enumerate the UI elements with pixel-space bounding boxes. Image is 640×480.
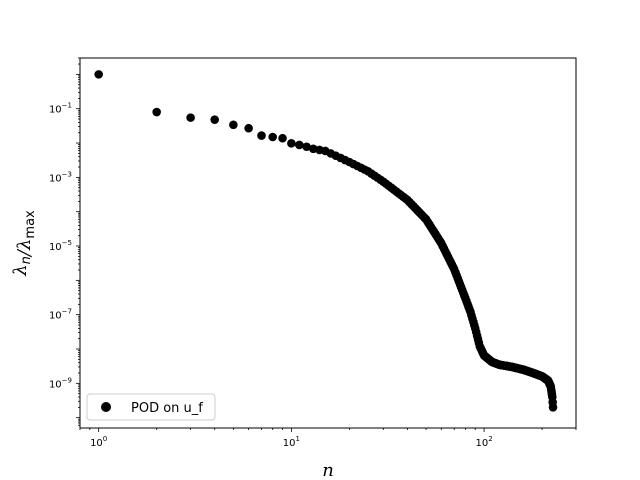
data-point — [210, 115, 219, 124]
data-point — [302, 142, 311, 152]
x-tick-label: 101 — [283, 435, 300, 449]
legend-marker — [101, 402, 111, 412]
data-point — [94, 70, 103, 79]
x-axis-ticks: 100 101 102 — [79, 428, 577, 449]
x-tick-label: 102 — [475, 435, 492, 449]
y-tick-label: 10−7 — [49, 308, 72, 322]
x-axis-label: n — [322, 460, 334, 480]
data-point — [548, 403, 558, 412]
y-axis-label-text: λn/λmax — [10, 210, 38, 277]
legend-entry: POD on u_f — [131, 401, 203, 416]
x-tick-label: 100 — [90, 435, 107, 449]
y-tick-label: 10−9 — [49, 376, 72, 390]
data-point — [295, 140, 304, 150]
data-point — [152, 107, 161, 117]
data-point — [257, 131, 266, 140]
data-point — [186, 113, 195, 122]
plot-frame — [79, 57, 577, 429]
data-point — [229, 120, 238, 130]
data-point — [268, 132, 277, 142]
data-point — [278, 133, 287, 143]
legend: POD on u_f — [86, 393, 216, 421]
data-point — [287, 139, 296, 148]
y-tick-label: 10−1 — [49, 102, 72, 116]
y-tick-label: 10−5 — [49, 239, 72, 253]
data-point — [244, 123, 253, 133]
legend-box — [86, 393, 216, 421]
y-axis-label: λn/λmax — [10, 210, 38, 277]
y-tick-label: 10−3 — [49, 170, 72, 184]
scatter-points — [94, 70, 558, 412]
y-axis-ticks: 10−1 10−3 10−5 10−7 10−9 — [49, 57, 80, 426]
